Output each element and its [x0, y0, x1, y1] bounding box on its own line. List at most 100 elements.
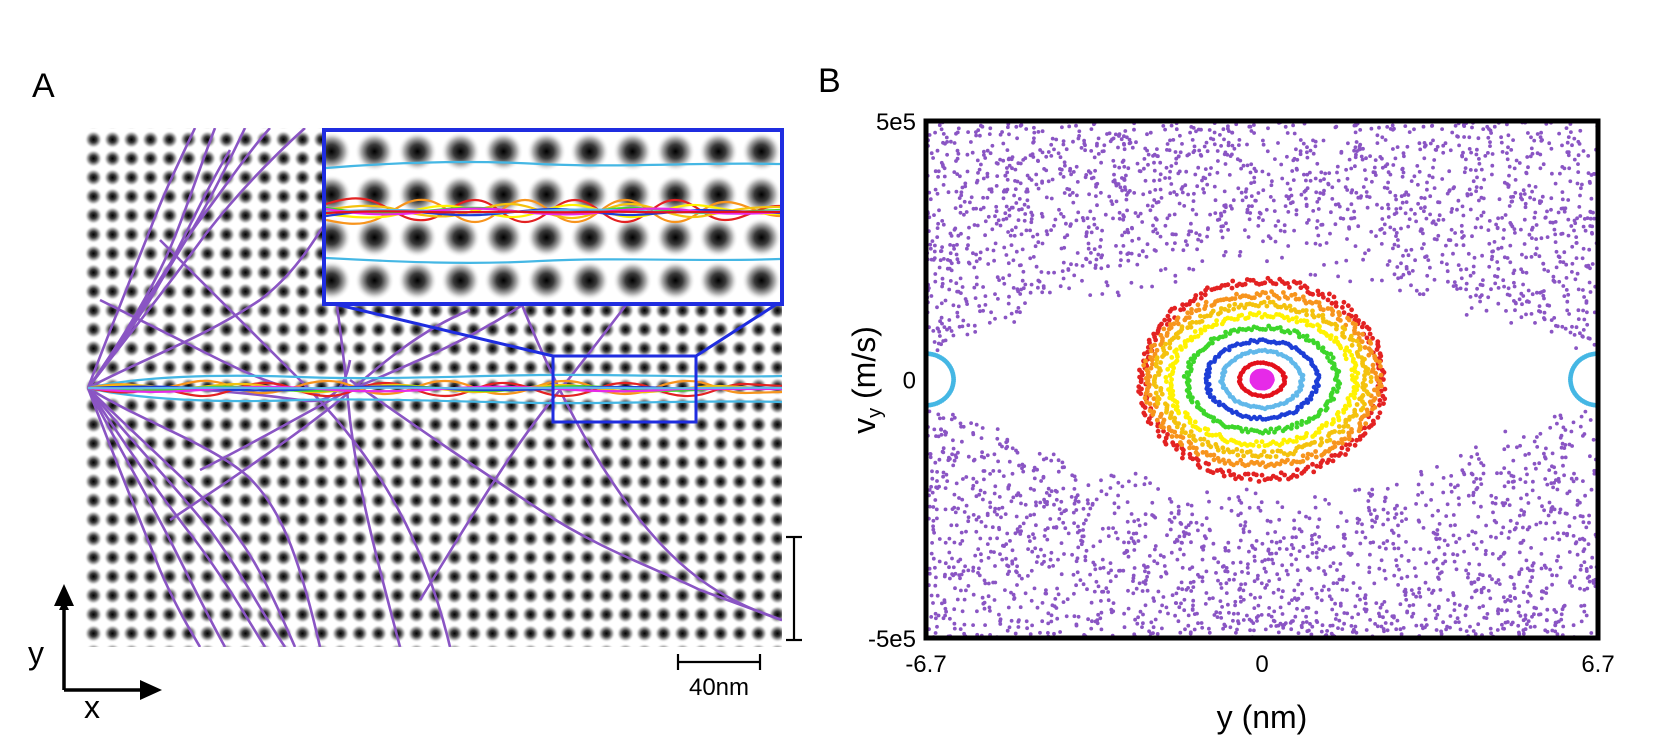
- edge-orbit-point: [1612, 398, 1617, 403]
- chaotic-point: [1513, 596, 1518, 601]
- chaotic-point: [1373, 520, 1377, 524]
- chaotic-point: [1502, 550, 1507, 555]
- chaotic-point: [1382, 499, 1387, 504]
- chaotic-point: [1116, 480, 1121, 485]
- chaotic-point: [1159, 574, 1163, 579]
- chaotic-point: [1237, 143, 1241, 148]
- chaotic-point: [1127, 479, 1131, 484]
- chaotic-point: [1401, 253, 1405, 258]
- chaotic-point: [1212, 613, 1217, 617]
- chaotic-point: [1109, 199, 1114, 204]
- chaotic-point: [1199, 621, 1204, 625]
- chaotic-point: [1010, 155, 1015, 160]
- chaotic-point: [1533, 252, 1538, 257]
- chaotic-point: [1282, 536, 1286, 540]
- chaotic-point: [1052, 604, 1057, 609]
- chaotic-point: [1557, 479, 1561, 484]
- chaotic-point: [1578, 567, 1583, 572]
- chaotic-point: [1373, 622, 1377, 626]
- chaotic-point: [1391, 246, 1395, 251]
- chaotic-point: [1581, 308, 1585, 313]
- chaotic-point: [1489, 493, 1494, 498]
- chaotic-point: [1292, 156, 1297, 161]
- chaotic-point: [1564, 276, 1569, 280]
- chaotic-point: [1047, 565, 1052, 569]
- orbit-point: [1370, 366, 1376, 372]
- orbit-point: [1294, 474, 1300, 479]
- chaotic-point: [1252, 606, 1257, 610]
- chaotic-point: [1134, 531, 1139, 536]
- chaotic-point: [1294, 212, 1299, 217]
- chaotic-point: [1099, 627, 1104, 632]
- chaotic-point: [1576, 170, 1581, 175]
- chaotic-point: [937, 457, 942, 462]
- orbit-point: [1163, 441, 1169, 447]
- chaotic-point: [1430, 591, 1434, 595]
- orbit-point: [1188, 441, 1194, 446]
- chaotic-point: [950, 507, 955, 511]
- chaotic-point: [1398, 288, 1402, 293]
- chaotic-point: [1500, 501, 1505, 505]
- chaotic-point: [1201, 187, 1205, 191]
- orbit-point: [1234, 447, 1240, 452]
- chaotic-point: [1487, 127, 1491, 131]
- chaotic-point: [966, 260, 971, 265]
- chaotic-point: [1479, 185, 1484, 190]
- chaotic-point: [993, 564, 997, 568]
- chaotic-point: [1508, 594, 1513, 599]
- chaotic-point: [1133, 617, 1137, 622]
- chaotic-point: [1316, 207, 1321, 211]
- chaotic-point: [971, 476, 976, 481]
- chaotic-point: [1058, 630, 1062, 634]
- orbit-point: [1340, 429, 1346, 434]
- chaotic-point: [1488, 140, 1492, 145]
- chaotic-point: [943, 298, 948, 303]
- chaotic-point: [1511, 138, 1515, 143]
- chaotic-point: [1042, 534, 1047, 538]
- chaotic-point: [1473, 632, 1478, 636]
- chaotic-point: [932, 249, 937, 254]
- orbit-point: [1198, 291, 1204, 296]
- chaotic-point: [1248, 628, 1252, 633]
- chaotic-point: [1057, 207, 1061, 212]
- chaotic-point: [1375, 133, 1380, 138]
- chaotic-point: [1396, 244, 1401, 249]
- chaotic-point: [1440, 177, 1445, 181]
- chaotic-point: [1435, 144, 1440, 149]
- chaotic-point: [1259, 500, 1264, 505]
- chaotic-point: [1532, 439, 1537, 444]
- chaotic-point: [1561, 284, 1566, 288]
- chaotic-point: [1100, 526, 1105, 531]
- chaotic-point: [1503, 620, 1508, 625]
- chaotic-point: [1174, 601, 1179, 605]
- orbit-point: [1360, 381, 1366, 386]
- chaotic-point: [1141, 249, 1145, 254]
- chaotic-point: [1028, 486, 1033, 491]
- chaotic-point: [933, 565, 937, 570]
- chaotic-point: [1577, 142, 1582, 146]
- orbit-point: [1245, 429, 1251, 435]
- chaotic-point: [963, 181, 968, 186]
- chaotic-point: [1345, 611, 1350, 616]
- chaotic-point: [1448, 482, 1453, 487]
- orbit-point: [1141, 362, 1147, 368]
- chaotic-point: [1092, 222, 1097, 227]
- chaotic-point: [1578, 128, 1583, 133]
- chaotic-point: [937, 559, 942, 564]
- chaotic-point: [1245, 613, 1249, 618]
- orbit-point: [1374, 375, 1380, 380]
- chaotic-point: [1331, 581, 1336, 586]
- chaotic-point: [1315, 200, 1320, 204]
- orbit-point: [1349, 307, 1354, 313]
- chaotic-point: [1543, 477, 1548, 481]
- chaotic-point: [1585, 216, 1590, 221]
- chaotic-point: [1076, 499, 1081, 504]
- chaotic-point: [1577, 205, 1582, 209]
- chaotic-point: [1306, 566, 1310, 571]
- chaotic-point: [1090, 501, 1095, 506]
- chaotic-point: [940, 276, 945, 281]
- chaotic-point: [983, 219, 988, 224]
- chaotic-point: [1385, 263, 1390, 267]
- chaotic-point: [1501, 525, 1506, 530]
- chaotic-point: [1080, 534, 1085, 539]
